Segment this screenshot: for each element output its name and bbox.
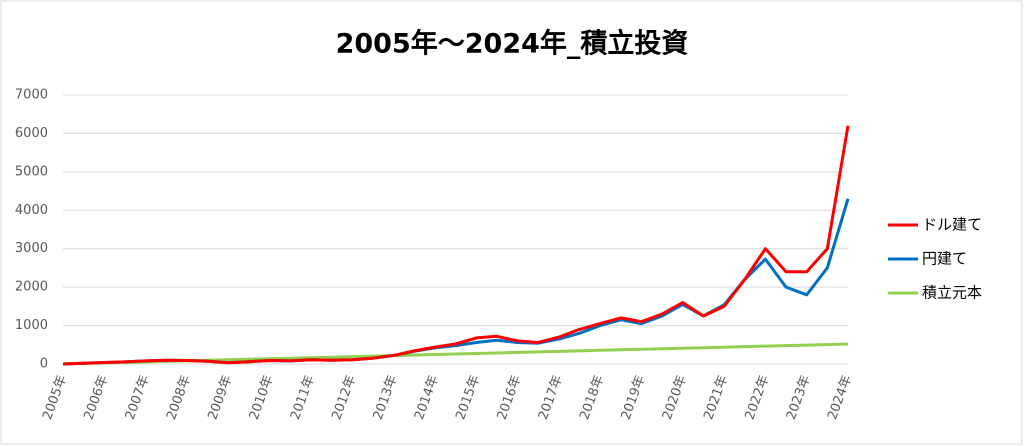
y-tick-label: 1000 [15, 318, 48, 333]
chart-title: 2005年～2024年_積立投資 [336, 28, 689, 60]
legend-label: 円建て [922, 250, 967, 268]
y-tick-label: 6000 [15, 126, 48, 141]
y-tick-label: 2000 [15, 280, 48, 295]
legend-label: 積立元本 [922, 284, 982, 302]
line [62, 125, 850, 366]
legend-label: ドル建て [922, 216, 982, 234]
y-tick-label: 5000 [15, 164, 48, 179]
y-tick-label: 4000 [15, 203, 48, 218]
y-tick-label: 7000 [15, 88, 48, 103]
y-tick-label: 0 [40, 357, 48, 372]
y-tick-label: 3000 [15, 241, 48, 256]
